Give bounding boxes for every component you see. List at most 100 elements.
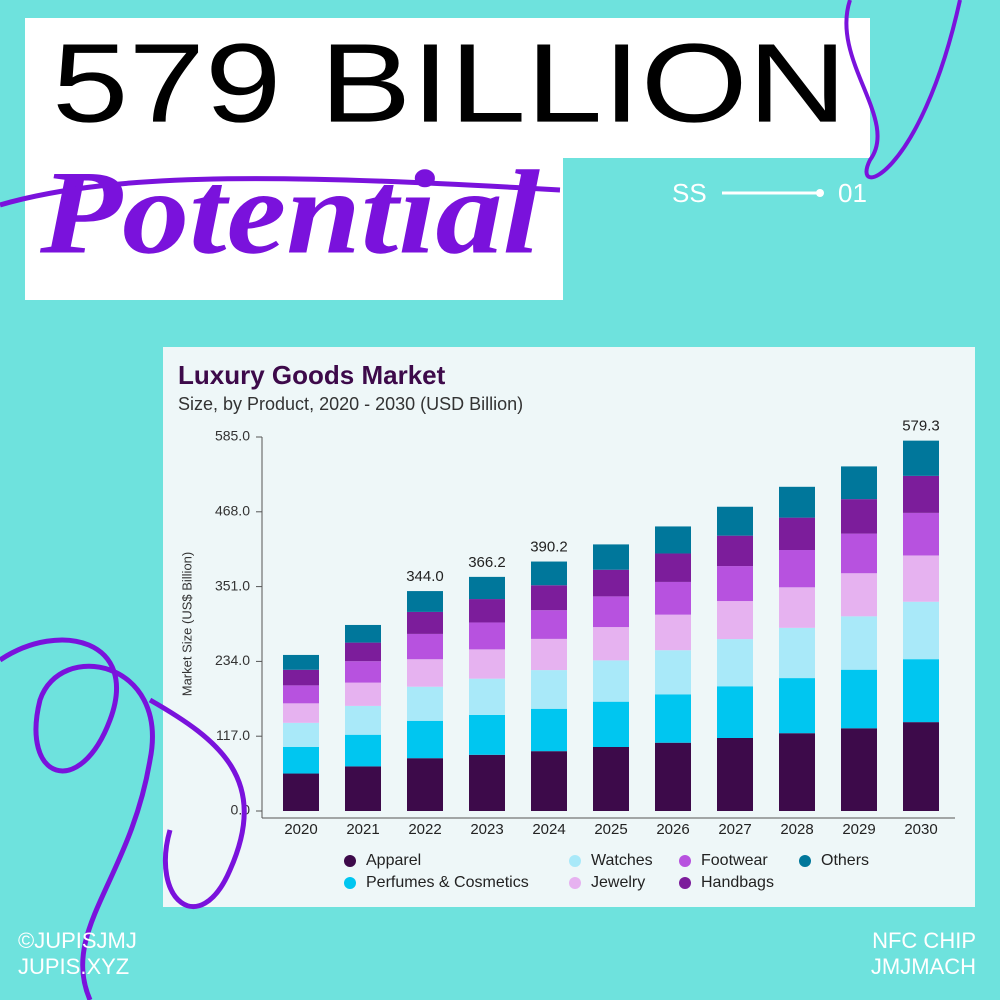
bar-segment	[469, 678, 505, 715]
footer-left: ©JUPISJMJ	[18, 928, 137, 953]
footer-right: NFC CHIP	[872, 928, 976, 953]
bar-segment	[903, 512, 939, 556]
total-label: 579.3	[902, 418, 940, 435]
bar-segment	[655, 553, 691, 582]
bar-segment	[283, 703, 319, 723]
bar-segment	[779, 733, 815, 811]
bar-segment	[903, 440, 939, 476]
total-label: 366.2	[468, 554, 506, 571]
bar-segment	[531, 670, 567, 709]
decor-stroke	[0, 176, 561, 208]
bar-segment	[841, 669, 877, 729]
legend-label: Perfumes & Cosmetics	[366, 874, 529, 891]
legend-swatch	[569, 855, 581, 867]
bar-segment	[283, 773, 319, 811]
headline: 579 BILLION	[52, 21, 847, 146]
bar-segment	[283, 747, 319, 774]
y-tick-label: 234.0	[215, 652, 250, 668]
bar-segment	[655, 742, 691, 811]
bar-segment	[717, 506, 753, 536]
bar-segment	[779, 678, 815, 734]
bar-segment	[407, 591, 443, 612]
footer-right: JMJMACH	[871, 954, 976, 979]
bar-segment	[841, 466, 877, 500]
x-tick-label: 2022	[408, 821, 441, 838]
bar-segment	[593, 701, 629, 748]
bar-segment	[407, 720, 443, 759]
bar-segment	[717, 686, 753, 738]
legend-label: Others	[821, 852, 869, 869]
bar-segment	[407, 633, 443, 660]
chart-panel	[163, 347, 975, 907]
script-box	[25, 158, 563, 300]
bar-segment	[345, 642, 381, 662]
footer-left: JUPIS.XYZ	[18, 954, 129, 979]
bar-segment	[345, 766, 381, 811]
bar-segment	[531, 585, 567, 611]
plot: 0.0 117.0 234.0 351.0 468.0 585.0 2020 2021 2022…	[215, 418, 940, 892]
bar-segment	[717, 639, 753, 687]
bar-segment	[407, 686, 443, 721]
bar-segment	[531, 708, 567, 752]
legend-swatch	[799, 855, 811, 867]
chart-subtitle: Size, by Product, 2020 - 2030 (USD Billi…	[178, 394, 523, 414]
script-word: Potential	[39, 146, 541, 279]
bar-segment	[593, 747, 629, 811]
bar-segment	[345, 661, 381, 683]
bar-segment	[903, 555, 939, 602]
bar-segment	[841, 573, 877, 617]
bar-segment	[345, 734, 381, 767]
x-tick-label: 2020	[284, 821, 317, 838]
bar-segment	[283, 722, 319, 748]
bar-segment	[407, 611, 443, 634]
bar-segment	[407, 758, 443, 811]
bar-segment	[717, 601, 753, 640]
bar-segment	[779, 550, 815, 588]
bar-segment	[531, 610, 567, 639]
legend-swatch	[344, 877, 356, 889]
x-tick-label: 2029	[842, 821, 875, 838]
bar-segment	[903, 659, 939, 723]
bar-segment	[593, 627, 629, 661]
legend-label: Footwear	[701, 852, 768, 869]
x-tick-label: 2024	[532, 821, 565, 838]
bar-segment	[593, 660, 629, 702]
series-number: 01	[838, 178, 867, 208]
x-tick-label: 2030	[904, 821, 937, 838]
legend-label: Watches	[591, 852, 653, 869]
legend-swatch	[679, 855, 691, 867]
y-tick-label: 468.0	[215, 503, 250, 519]
bar-segment	[841, 616, 877, 670]
decor-squiggle	[844, 0, 962, 180]
bar-segment	[655, 650, 691, 695]
bar-segment	[655, 614, 691, 651]
x-tick-label: 2027	[718, 821, 751, 838]
x-tick-label: 2025	[594, 821, 627, 838]
y-tick-label: 117.0	[216, 727, 250, 743]
bar-segment	[593, 596, 629, 628]
bar-segment	[531, 751, 567, 811]
bar-segment	[717, 566, 753, 602]
bar-segment	[407, 659, 443, 687]
bar-segment	[655, 526, 691, 554]
bar-segment	[841, 533, 877, 574]
y-tick-label: 0.0	[231, 802, 251, 818]
x-tick-label: 2023	[470, 821, 503, 838]
headline-box	[25, 18, 870, 158]
bar-segment	[717, 535, 753, 567]
bar-segment	[841, 499, 877, 534]
bar-segment	[469, 622, 505, 650]
bar-segment	[779, 627, 815, 679]
x-tick-label: 2021	[346, 821, 379, 838]
bar-segment	[469, 754, 505, 811]
legend-swatch	[344, 855, 356, 867]
y-axis-label: Market Size (US$ Billion)	[179, 552, 194, 697]
chart-title: Luxury Goods Market	[178, 360, 446, 390]
bar-segment	[283, 654, 319, 670]
bar-segment	[655, 694, 691, 743]
bar-segment	[655, 581, 691, 615]
bar-segment	[779, 587, 815, 628]
bar-segment	[903, 722, 939, 811]
y-tick-label: 351.0	[215, 577, 250, 593]
